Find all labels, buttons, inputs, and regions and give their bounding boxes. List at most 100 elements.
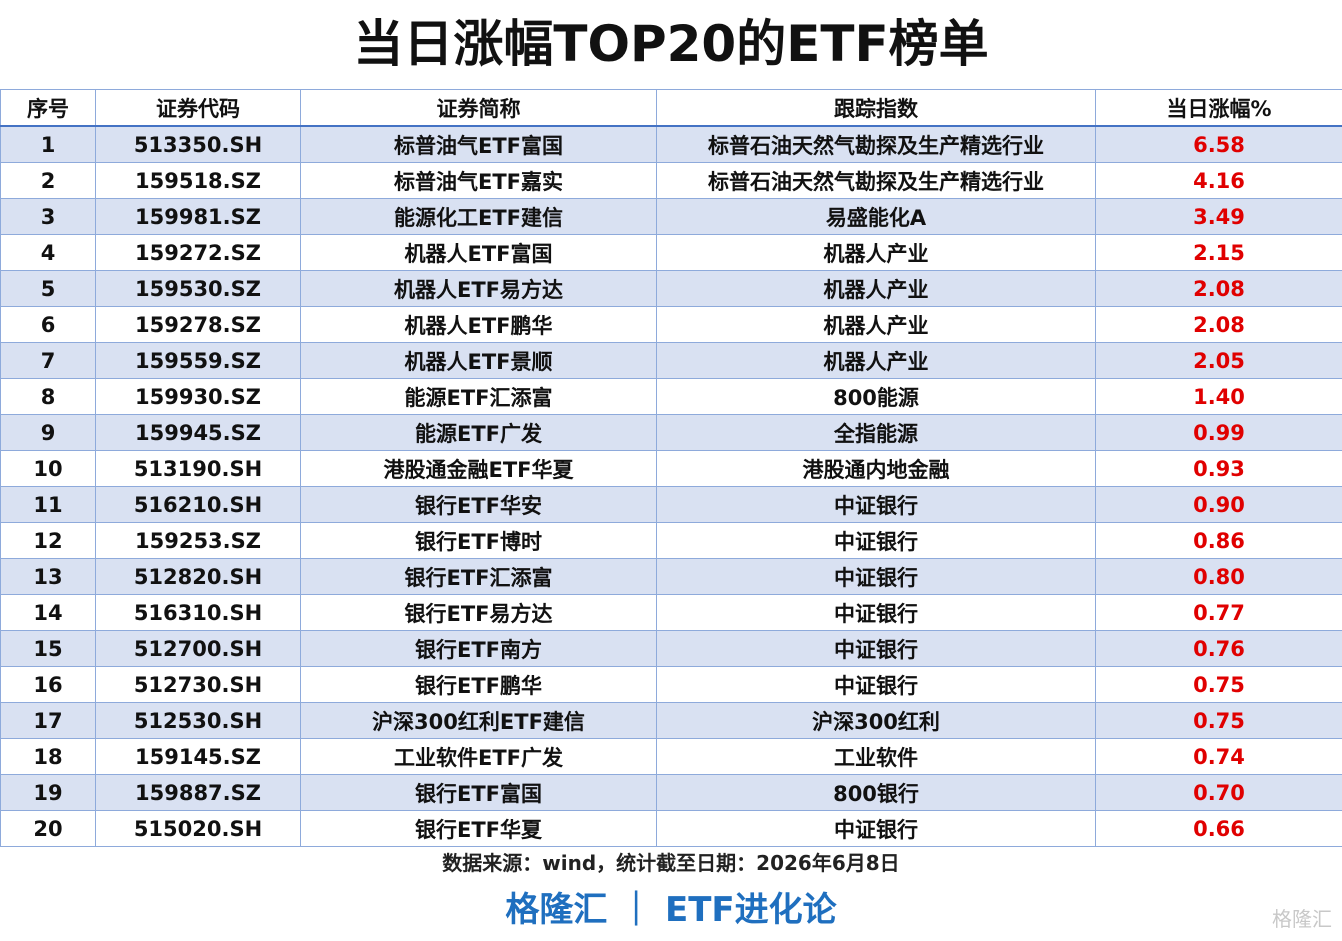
table-cell: 机器人ETF易方达 [300,270,657,307]
table-cell: 0.93 [1095,450,1342,487]
table-cell: 港股通内地金融 [656,450,1096,487]
table-cell: 中证银行 [656,666,1096,703]
table-cell: 银行ETF华夏 [300,810,657,847]
table-cell: 能源ETF汇添富 [300,378,657,415]
table-cell: 0.70 [1095,774,1342,811]
etf-table: 序号 证券代码 证券简称 跟踪指数 当日涨幅% 1 513350.SH 标普油气ETF富国标… [0,89,1342,847]
table-row: 2 159518.SZ 标普油气ETF嘉实 标普石油天然气勘探及生产精选行业 4.16 [0,162,1342,199]
table-cell: 中证银行 [656,486,1096,523]
table-cell: 沪深300红利ETF建信 [300,702,657,739]
column-header: 当日涨幅% [1095,89,1342,127]
table-cell: 中证银行 [656,558,1096,595]
table-cell: 银行ETF富国 [300,774,657,811]
table-cell: 17 [0,702,96,739]
table-row: 4 159272.SZ 机器人ETF富国 机器人产业 2.15 [0,234,1342,271]
table-cell: 0.99 [1095,414,1342,451]
table-row: 9 159945.SZ 能源ETF广发 全指能源 0.99 [0,414,1342,451]
table-cell: 7 [0,342,96,379]
table-row: 8 159930.SZ 能源ETF汇添富 800能源 1.40 [0,378,1342,415]
table-cell: 能源ETF广发 [300,414,657,451]
table-cell: 159887.SZ [95,774,301,811]
column-header: 跟踪指数 [656,89,1096,127]
table-cell: 机器人产业 [656,234,1096,271]
table-cell: 1.40 [1095,378,1342,415]
table-cell: 中证银行 [656,630,1096,667]
table-row: 16 512730.SH 银行ETF鹏华 中证银行 0.75 [0,666,1342,703]
table-cell: 12 [0,522,96,559]
table-cell: 513190.SH [95,450,301,487]
table-row: 7 159559.SZ 机器人ETF景顺 机器人产业 2.05 [0,342,1342,379]
table-cell: 19 [0,774,96,811]
table-row: 3 159981.SZ 能源化工ETF建信 易盛能化A 3.49 [0,198,1342,235]
table-cell: 20 [0,810,96,847]
table-cell: 0.66 [1095,810,1342,847]
table-cell: 159278.SZ [95,306,301,343]
table-row: 10 513190.SH 港股通金融ETF华夏 港股通内地金融 0.93 [0,450,1342,487]
table-cell: 11 [0,486,96,523]
table-cell: 中证银行 [656,522,1096,559]
table-cell: 1 [0,125,96,163]
table-cell: 159253.SZ [95,522,301,559]
table-cell: 标普油气ETF嘉实 [300,162,657,199]
table-cell: 4 [0,234,96,271]
table-cell: 15 [0,630,96,667]
table-cell: 6 [0,306,96,343]
table-cell: 银行ETF鹏华 [300,666,657,703]
table-cell: 14 [0,594,96,631]
table-row: 18 159145.SZ 工业软件ETF广发 工业软件 0.74 [0,738,1342,775]
table-cell: 159518.SZ [95,162,301,199]
table-cell: 0.90 [1095,486,1342,523]
table-cell: 银行ETF博时 [300,522,657,559]
table-cell: 0.74 [1095,738,1342,775]
table-cell: 516310.SH [95,594,301,631]
table-cell: 10 [0,450,96,487]
table-cell: 5 [0,270,96,307]
table-cell: 9 [0,414,96,451]
table-cell: 16 [0,666,96,703]
table-cell: 512530.SH [95,702,301,739]
table-cell: 3.49 [1095,198,1342,235]
table-cell: 159981.SZ [95,198,301,235]
table-cell: 机器人产业 [656,270,1096,307]
table-cell: 13 [0,558,96,595]
table-cell: 机器人产业 [656,342,1096,379]
column-header: 证券代码 [95,89,301,127]
table-row: 12 159253.SZ 银行ETF博时 中证银行 0.86 [0,522,1342,559]
table-row: 17 512530.SH 沪深300红利ETF建信 沪深300红利 0.75 [0,702,1342,739]
table-cell: 3 [0,198,96,235]
table-cell: 中证银行 [656,594,1096,631]
table-cell: 2.15 [1095,234,1342,271]
table-cell: 港股通金融ETF华夏 [300,450,657,487]
table-cell: 工业软件ETF广发 [300,738,657,775]
table-cell: 标普石油天然气勘探及生产精选行业 [656,125,1096,163]
table-cell: 159272.SZ [95,234,301,271]
table-cell: 银行ETF南方 [300,630,657,667]
table-cell: 4.16 [1095,162,1342,199]
table-cell: 800银行 [656,774,1096,811]
table-row: 15 512700.SH 银行ETF南方 中证银行 0.76 [0,630,1342,667]
table-row: 5 159530.SZ 机器人ETF易方达 机器人产业 2.08 [0,270,1342,307]
table-cell: 513350.SH [95,125,301,163]
table-cell: 800能源 [656,378,1096,415]
brand: 格隆汇 ｜ ETF进化论 [505,890,837,930]
table-body: 1 513350.SH 标普油气ETF富国 标普石油天然气勘探及生产精选行业 6.58 2… [0,125,1342,847]
table-cell: 516210.SH [95,486,301,523]
table-cell: 0.75 [1095,702,1342,739]
table-cell: 0.77 [1095,594,1342,631]
table-cell: 159530.SZ [95,270,301,307]
table-row: 11 516210.SH 银行ETF华安 中证银行 0.90 [0,486,1342,523]
table-cell: 159145.SZ [95,738,301,775]
source-note: 数据来源：wind，统计截至日期：2026年6月8日 [442,851,900,875]
table-row: 20 515020.SH 银行ETF华夏 中证银行 0.66 [0,810,1342,847]
table-cell: 2.08 [1095,270,1342,307]
table-cell: 工业软件 [656,738,1096,775]
table-row: 19 159887.SZ 银行ETF富国 800银行 0.70 [0,774,1342,811]
table-cell: 沪深300红利 [656,702,1096,739]
table-cell: 159930.SZ [95,378,301,415]
table-cell: 159945.SZ [95,414,301,451]
table-cell: 全指能源 [656,414,1096,451]
table-row: 1 513350.SH 标普油气ETF富国 标普石油天然气勘探及生产精选行业 6.58 [0,125,1342,163]
table-cell: 6.58 [1095,125,1342,163]
table-row: 14 516310.SH 银行ETF易方达 中证银行 0.77 [0,594,1342,631]
